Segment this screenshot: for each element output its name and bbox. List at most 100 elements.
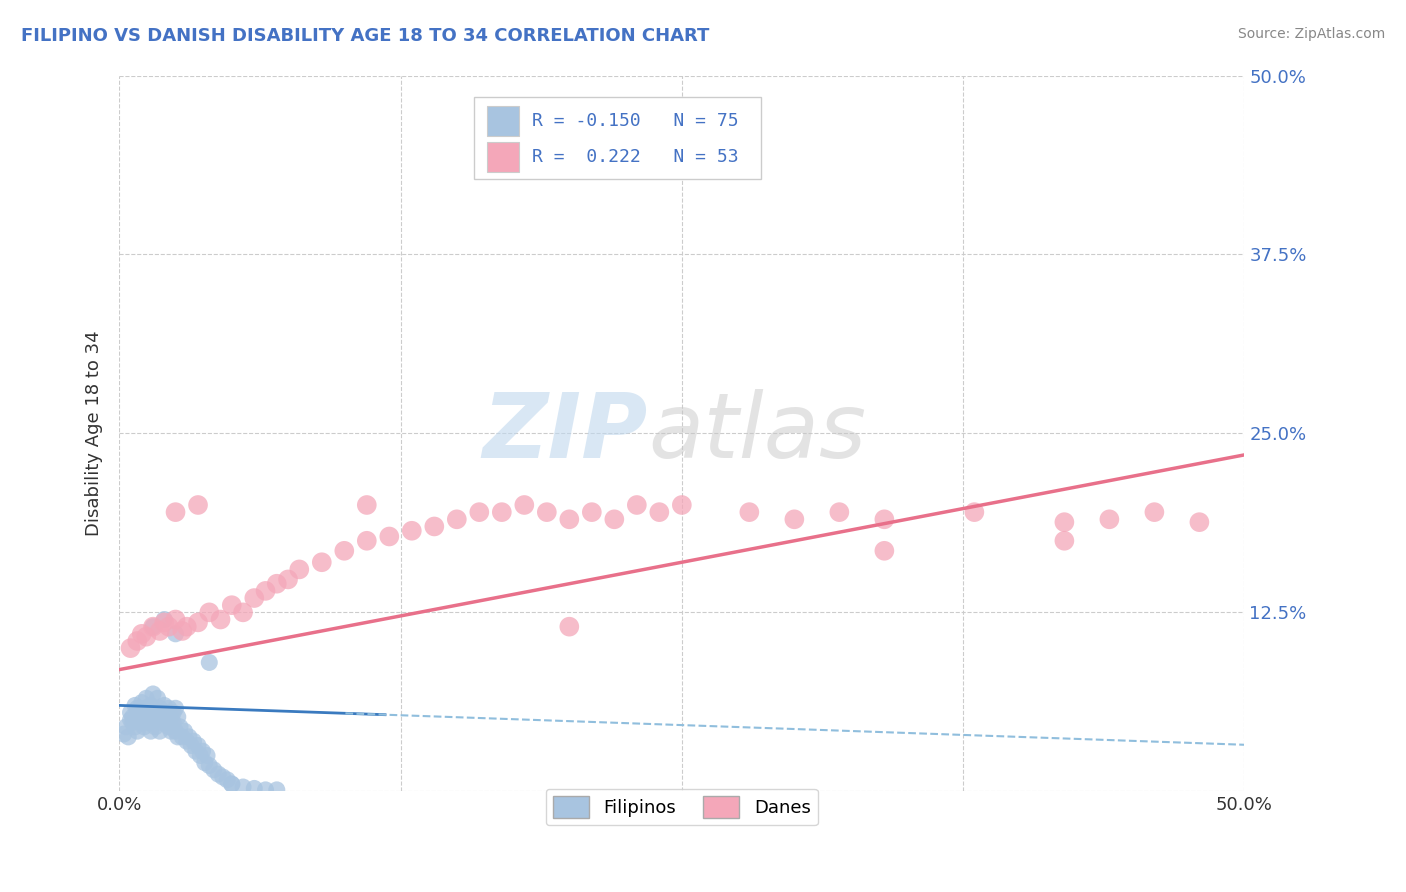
- Point: [288, 562, 311, 576]
- Point: [626, 498, 648, 512]
- Point: [176, 734, 198, 748]
- Point: [155, 715, 177, 730]
- Point: [1188, 515, 1211, 529]
- Point: [172, 624, 194, 638]
- Point: [177, 730, 200, 744]
- Point: [184, 744, 207, 758]
- Point: [162, 715, 184, 730]
- Point: [180, 739, 202, 753]
- Point: [150, 715, 173, 730]
- Point: [254, 782, 277, 797]
- Point: [232, 605, 254, 619]
- Point: [127, 724, 149, 739]
- Point: [165, 613, 187, 627]
- Point: [121, 710, 143, 724]
- Point: [121, 715, 143, 730]
- Point: [132, 701, 155, 715]
- Point: [142, 713, 165, 727]
- Point: [160, 710, 183, 724]
- Point: [671, 498, 693, 512]
- Point: [217, 772, 239, 787]
- Point: [128, 713, 150, 727]
- Point: [187, 739, 209, 753]
- Point: [142, 687, 165, 701]
- Point: [165, 724, 187, 739]
- Point: [254, 583, 277, 598]
- Y-axis label: Disability Age 18 to 34: Disability Age 18 to 34: [86, 331, 103, 536]
- Point: [356, 498, 378, 512]
- Point: [401, 524, 423, 538]
- Text: R =  0.222   N = 53: R = 0.222 N = 53: [533, 147, 738, 166]
- FancyBboxPatch shape: [488, 106, 519, 136]
- Point: [153, 710, 176, 724]
- Point: [198, 656, 221, 670]
- Point: [124, 698, 146, 713]
- Point: [131, 627, 153, 641]
- Point: [311, 555, 333, 569]
- Point: [165, 701, 187, 715]
- Point: [138, 706, 160, 720]
- Point: [139, 698, 162, 713]
- Point: [188, 748, 211, 763]
- Point: [166, 730, 188, 744]
- Point: [873, 512, 896, 526]
- Point: [162, 706, 184, 720]
- Point: [172, 730, 194, 744]
- Point: [124, 720, 146, 734]
- Point: [603, 512, 626, 526]
- Point: [149, 724, 172, 739]
- Point: [558, 512, 581, 526]
- Point: [243, 781, 266, 796]
- Point: [211, 770, 233, 784]
- Point: [127, 634, 149, 648]
- Point: [221, 598, 243, 612]
- Point: [166, 710, 188, 724]
- Point: [195, 748, 218, 763]
- Point: [120, 713, 142, 727]
- Point: [160, 724, 183, 739]
- Point: [1053, 533, 1076, 548]
- Point: [157, 701, 180, 715]
- Point: [468, 505, 491, 519]
- Point: [513, 498, 536, 512]
- Point: [146, 691, 169, 706]
- Point: [142, 620, 165, 634]
- Point: [176, 620, 198, 634]
- FancyBboxPatch shape: [474, 97, 761, 179]
- Point: [153, 613, 176, 627]
- Text: ZIP: ZIP: [482, 390, 648, 477]
- Point: [536, 505, 558, 519]
- Point: [356, 533, 378, 548]
- Point: [131, 715, 153, 730]
- Text: FILIPINO VS DANISH DISABILITY AGE 18 TO 34 CORRELATION CHART: FILIPINO VS DANISH DISABILITY AGE 18 TO …: [21, 27, 710, 45]
- Point: [1098, 512, 1121, 526]
- Point: [266, 782, 288, 797]
- Point: [132, 720, 155, 734]
- Point: [155, 706, 177, 720]
- Point: [1053, 515, 1076, 529]
- Point: [120, 641, 142, 656]
- Point: [183, 734, 205, 748]
- Point: [187, 615, 209, 630]
- Point: [581, 505, 603, 519]
- Point: [131, 696, 153, 710]
- Point: [138, 715, 160, 730]
- Point: [333, 543, 356, 558]
- Point: [191, 744, 214, 758]
- Point: [446, 512, 468, 526]
- Point: [153, 698, 176, 713]
- Point: [243, 591, 266, 605]
- Text: Source: ZipAtlas.com: Source: ZipAtlas.com: [1237, 27, 1385, 41]
- Point: [142, 620, 165, 634]
- Point: [120, 706, 142, 720]
- Point: [198, 758, 221, 772]
- Point: [169, 720, 191, 734]
- Text: atlas: atlas: [648, 390, 866, 477]
- Point: [143, 720, 166, 734]
- Point: [139, 724, 162, 739]
- Point: [149, 624, 172, 638]
- Point: [491, 505, 513, 519]
- Point: [207, 767, 229, 781]
- Point: [378, 529, 401, 543]
- FancyBboxPatch shape: [488, 142, 519, 171]
